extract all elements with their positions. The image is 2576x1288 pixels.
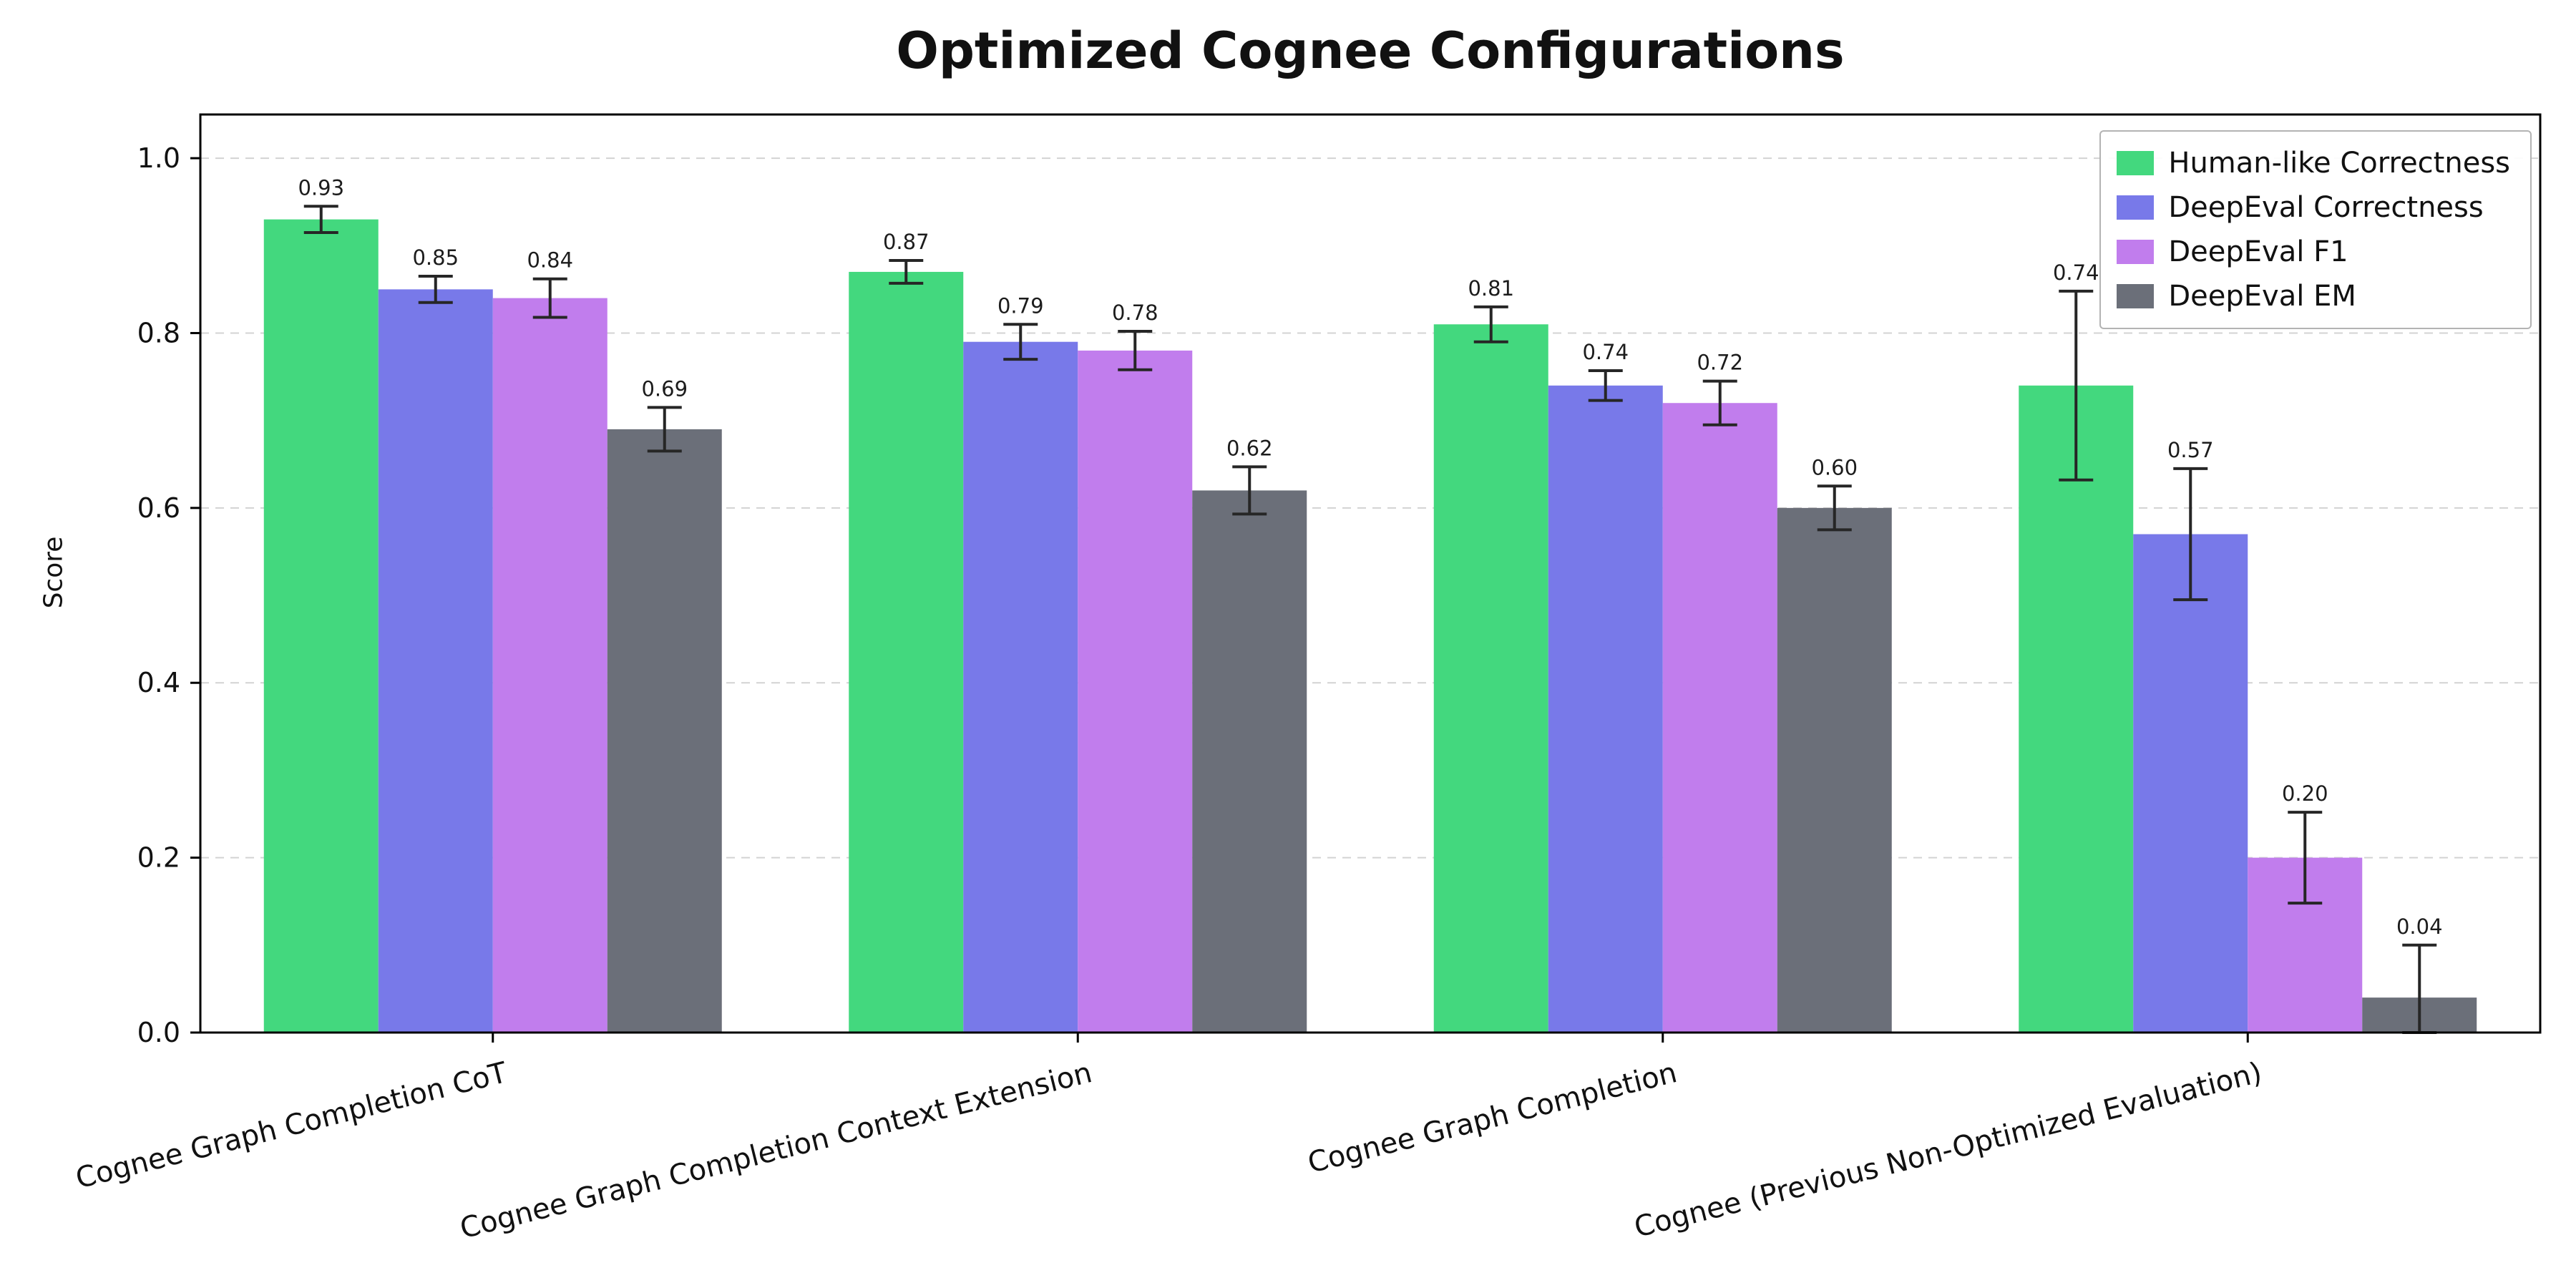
bar-value-label: 0.74 <box>1582 340 1629 364</box>
bar <box>492 298 608 1033</box>
bar <box>849 271 964 1033</box>
y-tick-label: 0.2 <box>137 842 180 874</box>
legend-label-deepeval-correctness: DeepEval Correctness <box>2168 191 2484 224</box>
y-axis: 0.0 0.2 0.4 0.6 0.8 1.0 <box>137 142 200 1048</box>
bar <box>1548 385 1663 1033</box>
bar-value-label: 0.79 <box>997 293 1044 318</box>
x-category-label: Cognee (Previous Non-Optimized Evaluatio… <box>1631 1056 2265 1244</box>
bar-value-label: 0.81 <box>1468 276 1514 301</box>
bar <box>1777 507 1892 1033</box>
legend-swatch-human-like-correctness <box>2117 151 2155 175</box>
legend-label-deepeval-f1: DeepEval F1 <box>2168 235 2348 268</box>
bar <box>1433 324 1548 1033</box>
legend-item-deepeval-correctness: DeepEval Correctness <box>2117 189 2510 226</box>
bar <box>2133 534 2248 1033</box>
bar-value-label: 0.74 <box>2053 260 2099 285</box>
x-category-label: Cognee Graph Completion <box>1304 1056 1680 1180</box>
legend-item-deepeval-f1: DeepEval F1 <box>2117 233 2510 270</box>
y-tick-label: 0.6 <box>137 492 180 524</box>
bar <box>963 341 1078 1033</box>
legend-swatch-deepeval-em <box>2117 284 2155 308</box>
bars <box>263 219 2477 1033</box>
value-labels: 0.93 0.85 0.84 0.69 0.87 0.79 0.78 0.62 0.81 0.74… <box>298 175 2442 939</box>
bar-value-label: 0.62 <box>1226 436 1273 460</box>
bar-value-label: 0.57 <box>2167 438 2214 462</box>
legend-label-deepeval-em: DeepEval EM <box>2168 280 2356 313</box>
bar-value-label: 0.93 <box>298 175 344 200</box>
bar <box>1192 490 1307 1033</box>
bar <box>607 429 722 1033</box>
bar-value-label: 0.60 <box>1811 455 1858 479</box>
y-tick-label: 1.0 <box>137 142 180 174</box>
bar-value-label: 0.84 <box>527 248 573 273</box>
chart-title: Optimized Cognee Configurations <box>896 21 1845 80</box>
bar <box>263 219 379 1033</box>
bar-value-label: 0.20 <box>2282 781 2328 806</box>
y-tick-label: 0.4 <box>137 667 180 698</box>
bar <box>378 289 493 1033</box>
legend-item-deepeval-em: DeepEval EM <box>2117 278 2510 315</box>
bar-value-label: 0.69 <box>641 376 688 401</box>
error-bars <box>303 205 2437 1034</box>
legend: Human-like Correctness DeepEval Correctn… <box>2099 130 2532 329</box>
bar-value-label: 0.72 <box>1697 351 1743 375</box>
bar <box>2019 385 2134 1033</box>
legend-item-human-like-correctness: Human-like Correctness <box>2117 145 2510 182</box>
legend-swatch-deepeval-f1 <box>2117 240 2155 264</box>
x-category-label: Cognee Graph Completion Context Extensio… <box>457 1056 1095 1245</box>
y-tick-label: 0.0 <box>137 1017 180 1048</box>
bar <box>1078 350 1193 1033</box>
x-category-label: Cognee Graph Completion CoT <box>72 1056 510 1196</box>
legend-swatch-deepeval-correctness <box>2117 195 2155 220</box>
legend-label-human-like-correctness: Human-like Correctness <box>2168 147 2510 180</box>
y-axis-label: Score <box>39 536 69 609</box>
bar-value-label: 0.87 <box>883 230 930 254</box>
bar-value-label: 0.04 <box>2396 914 2443 939</box>
bar <box>1662 403 1777 1033</box>
plot-border <box>199 113 2542 1034</box>
bar-value-label: 0.78 <box>1112 301 1158 325</box>
y-tick-label: 0.8 <box>137 317 180 348</box>
bar-value-label: 0.85 <box>412 245 459 270</box>
